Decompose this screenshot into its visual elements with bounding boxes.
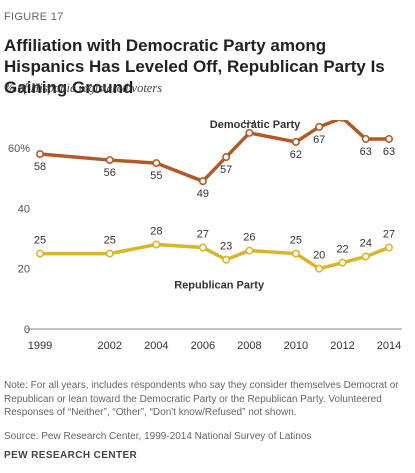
data-point — [339, 120, 346, 122]
data-point — [222, 255, 231, 264]
x-tick-label: 2010 — [284, 340, 308, 352]
data-point — [338, 258, 347, 267]
data-label: 23 — [220, 241, 232, 253]
data-point — [198, 243, 207, 252]
data-point — [361, 252, 370, 261]
x-tick-label: 2008 — [237, 340, 261, 352]
data-point — [291, 249, 300, 258]
data-point — [35, 150, 44, 159]
data-label: 20 — [313, 250, 325, 262]
data-label: 63 — [360, 146, 372, 158]
chart-title: Affiliation with Democratic Party among … — [4, 36, 385, 97]
y-tick-label: 60% — [8, 143, 30, 155]
data-point — [152, 240, 161, 249]
x-tick-label: 2002 — [98, 340, 122, 352]
data-label: 57 — [220, 164, 232, 176]
y-tick-label: 40 — [18, 203, 30, 215]
data-label: 56 — [104, 167, 116, 179]
data-point — [384, 243, 393, 252]
line-chart: 0 20 40 60% 1999 2002 2004 2006 2008 2010 2012 2014… — [8, 120, 402, 352]
series-label-democratic: Democratic Party — [210, 120, 301, 131]
chart-subtitle: % of Hispanic registered voters — [4, 81, 163, 95]
data-point — [361, 134, 370, 143]
data-label: 27 — [383, 229, 395, 241]
data-label: 65 — [243, 120, 255, 127]
x-tick-label: 2004 — [144, 340, 168, 352]
data-label: 49 — [197, 188, 209, 200]
data-label: 26 — [243, 232, 255, 244]
x-tick-label: 2012 — [330, 340, 354, 352]
data-point — [384, 134, 393, 143]
y-tick-label: 20 — [18, 264, 30, 276]
data-point — [222, 153, 231, 162]
data-point — [198, 177, 207, 186]
data-label: 27 — [197, 229, 209, 241]
data-point — [315, 122, 324, 131]
data-point — [291, 137, 300, 146]
data-point — [105, 249, 114, 258]
series-label-republican: Republican Party — [174, 279, 265, 291]
data-label: 63 — [383, 146, 395, 158]
data-label: 67 — [313, 134, 325, 146]
data-point — [35, 249, 44, 258]
data-label: 25 — [104, 235, 116, 247]
data-label: 62 — [290, 149, 302, 161]
data-label: 22 — [336, 244, 348, 256]
data-point — [245, 128, 254, 137]
data-label: 25 — [34, 235, 46, 247]
data-point — [152, 159, 161, 168]
data-label: 55 — [150, 170, 162, 182]
chart-note: Note: For all years, includes respondent… — [4, 380, 399, 418]
x-tick-label: 2014 — [377, 340, 401, 352]
data-point — [315, 264, 324, 273]
data-point — [245, 246, 254, 255]
footer-credit: PEW RESEARCH CENTER — [4, 450, 138, 461]
chart-source: Source: Pew Research Center, 1999-2014 N… — [4, 431, 312, 442]
x-tick-label: 1999 — [28, 340, 52, 352]
figure-label: FIGURE 17 — [4, 11, 64, 23]
data-label: 24 — [360, 238, 372, 250]
data-point — [105, 156, 114, 165]
data-label: 25 — [290, 235, 302, 247]
data-label: 58 — [34, 161, 46, 173]
data-label: 28 — [150, 226, 162, 238]
y-tick-label: 0 — [24, 324, 30, 336]
x-tick-label: 2006 — [191, 340, 215, 352]
